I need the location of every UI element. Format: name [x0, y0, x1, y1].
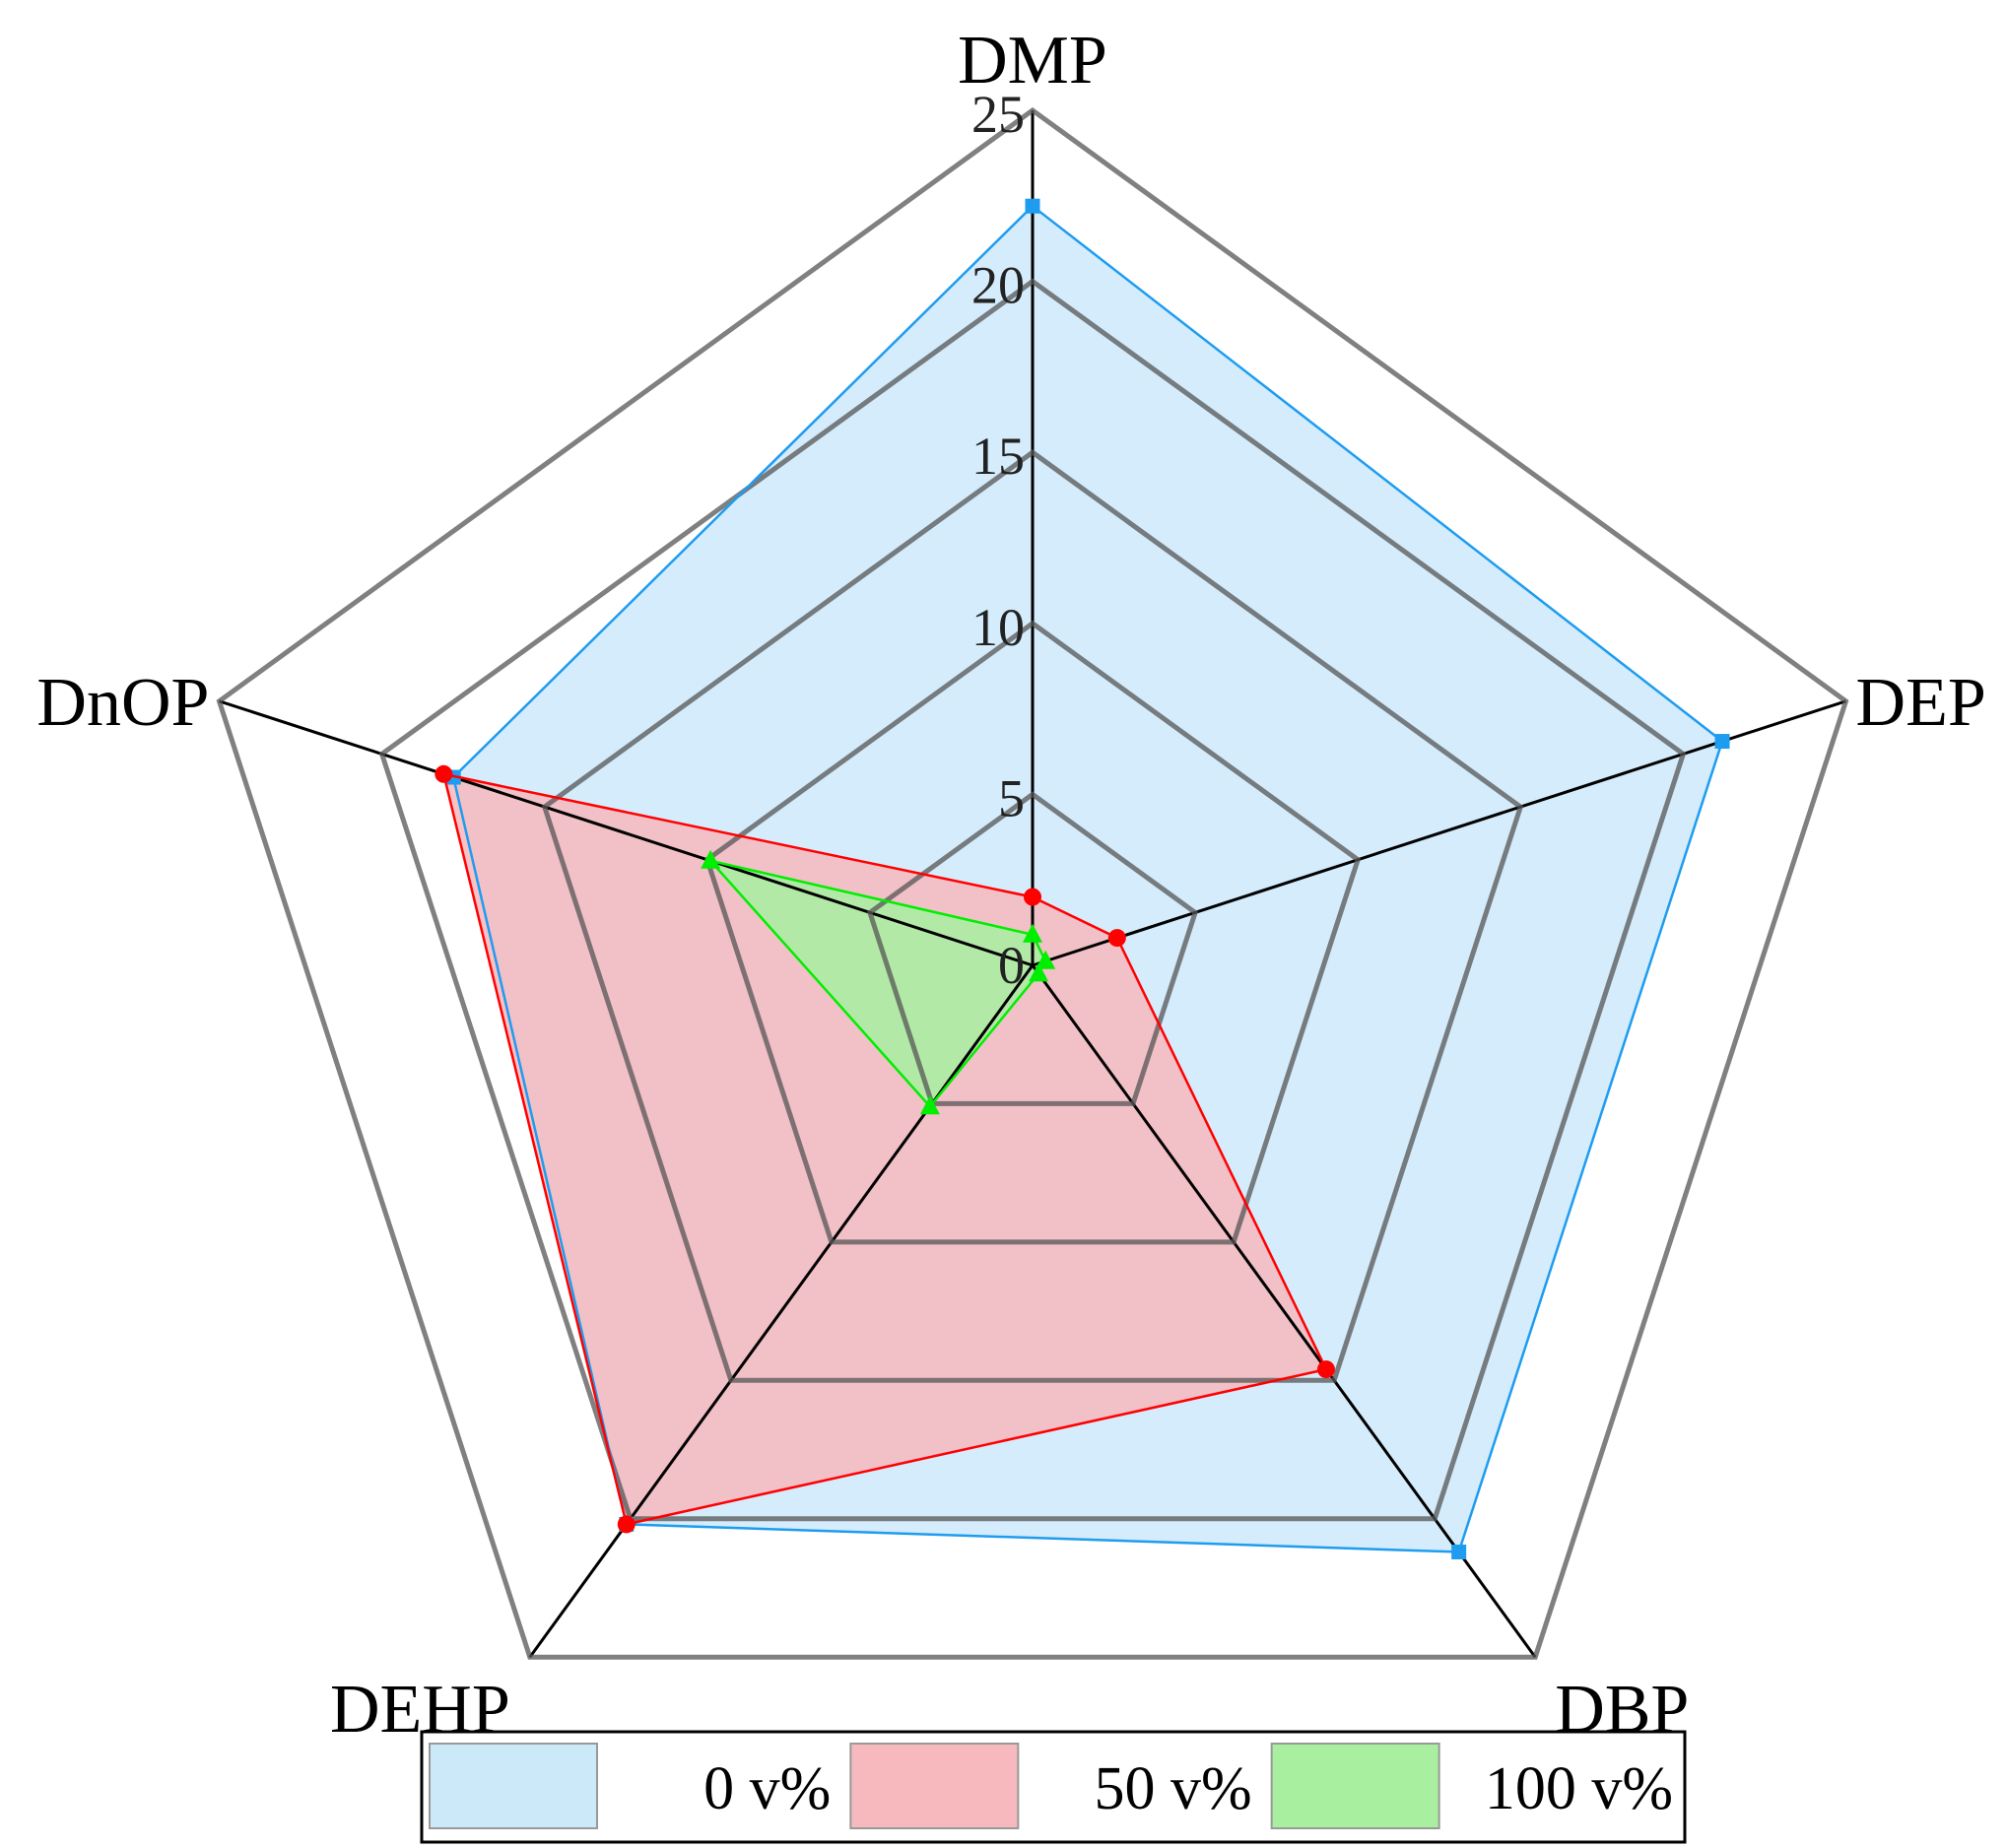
grid-ring-5: [866, 791, 1199, 1106]
legend-label-1: 50 v%: [1095, 1755, 1252, 1822]
data-point-2-dnop: [701, 849, 721, 869]
data-point-1-dep: [1107, 929, 1126, 948]
grid-ring-15: [541, 449, 1524, 1383]
tick-label-0: 0: [998, 936, 1025, 995]
tick-label-25: 25: [971, 85, 1025, 144]
axis-label-dnop: DnOP: [36, 665, 209, 741]
series-line-1: [441, 772, 1328, 1526]
series-area-2: [710, 860, 1046, 1107]
legend-label-2: 100 v%: [1485, 1755, 1673, 1822]
axis-label-dep: DEP: [1856, 665, 1986, 741]
radar-grid: [216, 106, 1849, 1660]
radar-series: [443, 206, 1723, 1552]
legend-label-0: 0 v%: [703, 1755, 831, 1822]
data-point-1-dnop: [435, 764, 453, 783]
axis-line-dbp: [1031, 964, 1537, 1659]
data-point-1-dehp: [617, 1515, 635, 1534]
data-point-1-dbp: [1316, 1360, 1335, 1379]
axis-label-dmp: DMP: [958, 23, 1107, 99]
legend-swatch-0: [429, 1743, 598, 1829]
series-markers: [435, 198, 1730, 1559]
axis-line-dehp: [528, 964, 1035, 1659]
series-line-0: [451, 204, 1724, 1553]
radial-ticks: 0 5 10 15 20 25: [971, 85, 1025, 995]
data-point-2-dehp: [919, 1095, 940, 1115]
tick-label-15: 15: [971, 427, 1025, 486]
grid-ring-20: [378, 278, 1687, 1522]
data-point-0-dep: [1714, 734, 1730, 750]
data-point-2-dep: [1036, 950, 1056, 969]
grid-ring-25: [216, 106, 1849, 1660]
data-point-0-dmp: [1025, 198, 1040, 214]
data-point-1-dmp: [1024, 888, 1041, 906]
legend-swatch-2: [1270, 1743, 1440, 1829]
data-point-2-dmp: [1023, 923, 1042, 943]
legend-frame: [420, 1730, 1687, 1844]
legend-box: 0 v% 50 v% 100 v%: [420, 1730, 1687, 1844]
axis-line-dep: [1032, 699, 1846, 967]
data-point-2-dbp: [1029, 962, 1049, 982]
axis-line-dnop: [219, 699, 1034, 967]
grid-ring-10: [703, 620, 1362, 1245]
tick-label-10: 10: [971, 598, 1025, 657]
legend-swatch-1: [849, 1743, 1020, 1829]
data-point-0-dbp: [1451, 1544, 1467, 1559]
tick-label-20: 20: [971, 256, 1025, 315]
tick-label-5: 5: [998, 768, 1025, 827]
series-area-1: [443, 773, 1326, 1525]
